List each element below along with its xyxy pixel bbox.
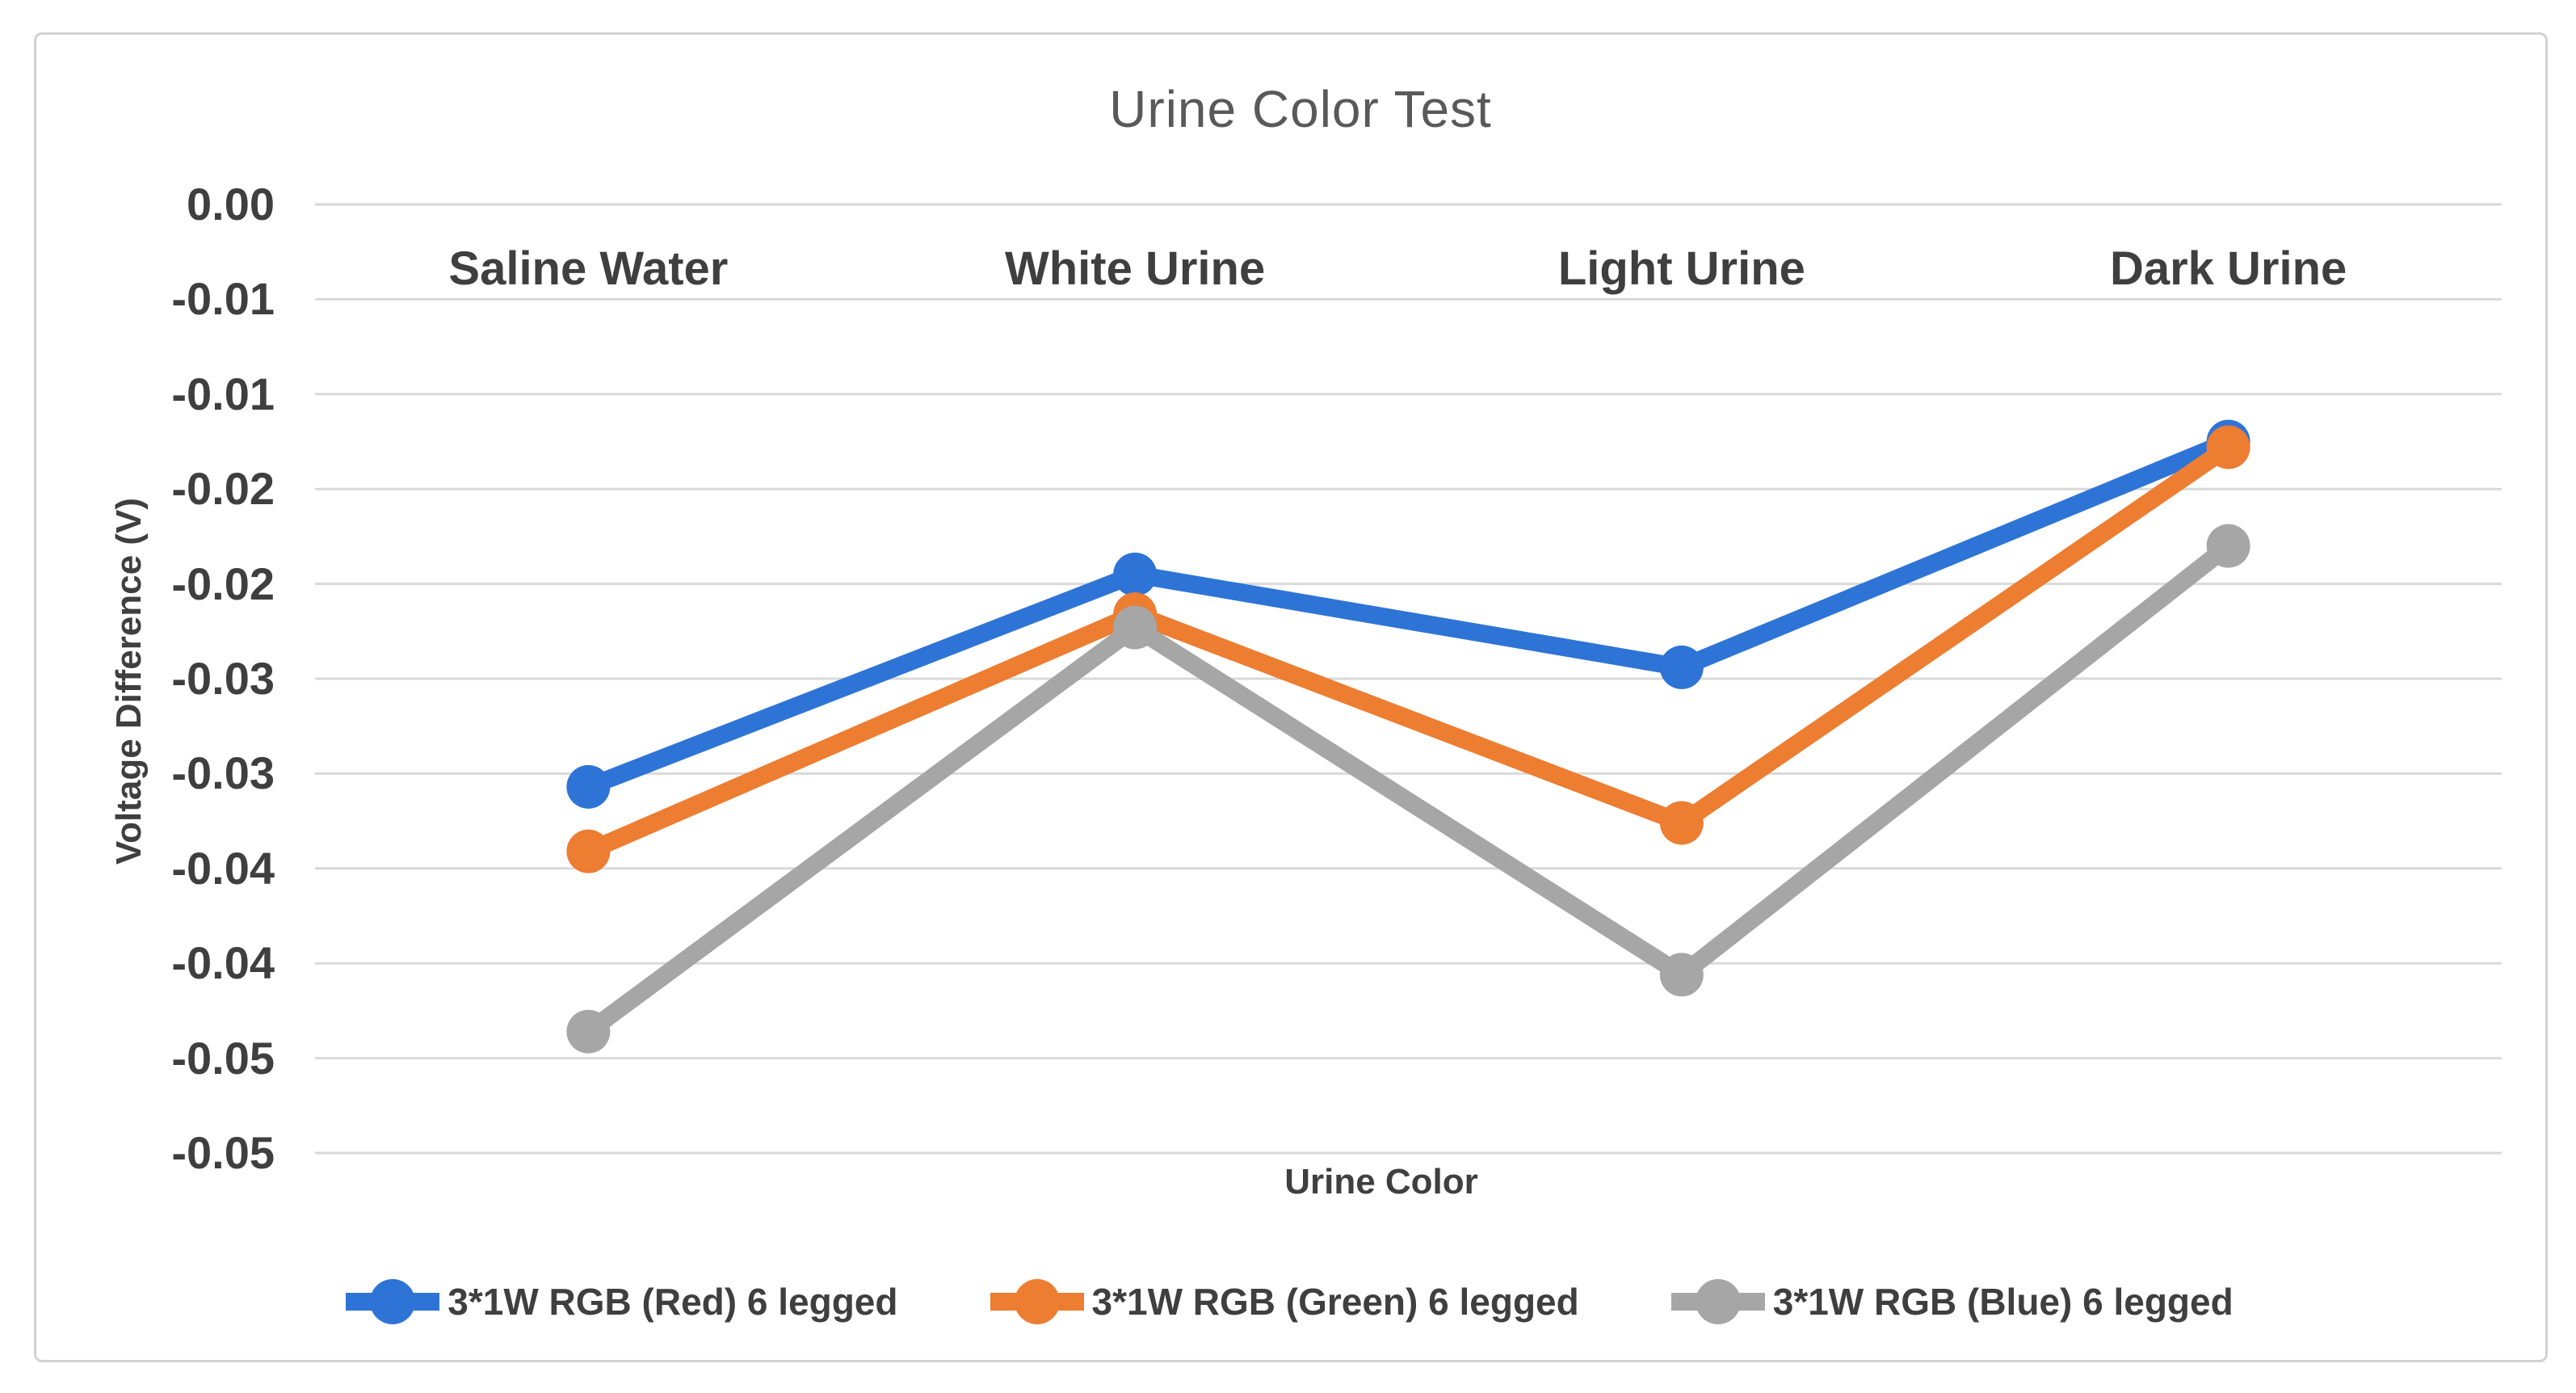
- legend-label-red: 3*1W RGB (Red) 6 legged: [448, 1281, 898, 1323]
- data-point-red-1: [1113, 552, 1158, 596]
- data-point-blue-0: [566, 1009, 611, 1054]
- y-tick-label-4: -0.02: [171, 558, 275, 609]
- series-line-red: [579, 432, 2238, 796]
- legend-label-green: 3*1W RGB (Green) 6 legged: [1091, 1281, 1579, 1323]
- category-label-3: Dark Urine: [2109, 242, 2347, 295]
- chart-legend: 3*1W RGB (Red) 6 legged 3*1W RGB (Green) …: [0, 1275, 2576, 1328]
- legend-marker-red-icon: [346, 1279, 440, 1324]
- data-point-red-2: [1659, 645, 1704, 689]
- y-tick-label-6: -0.03: [171, 747, 275, 799]
- series-line-blue: [579, 537, 2238, 1041]
- y-tick-label-3: -0.02: [171, 463, 275, 515]
- data-point-blue-3: [2206, 524, 2250, 568]
- legend-item-blue: 3*1W RGB (Blue) 6 legged: [1668, 1275, 2234, 1328]
- y-tick-label-5: -0.03: [171, 653, 275, 704]
- chart-border: [34, 32, 2548, 1362]
- legend-marker-blue-icon: [1670, 1279, 1765, 1324]
- data-point-red-0: [566, 764, 611, 809]
- y-tick-label-0: 0.00: [187, 179, 275, 229]
- legend-marker-green-icon: [990, 1279, 1084, 1324]
- y-tick-label-10: -0.05: [171, 1127, 275, 1178]
- y-tick-label-7: -0.04: [171, 842, 275, 894]
- category-label-0: Saline Water: [448, 242, 729, 295]
- x-axis-title: Urine Color: [1284, 1162, 1478, 1202]
- y-tick-label-9: -0.05: [171, 1032, 275, 1084]
- category-label-1: White Urine: [1005, 242, 1266, 295]
- y-tick-label-2: -0.01: [171, 368, 275, 419]
- y-tick-label-8: -0.04: [171, 937, 275, 989]
- y-axis-title: Voltage Difference (V): [109, 498, 149, 865]
- data-point-green-0: [566, 829, 611, 873]
- chart-title: Urine Color Test: [1109, 80, 1492, 138]
- data-point-green-3: [2206, 425, 2250, 469]
- y-tick-label-1: -0.01: [171, 273, 275, 325]
- legend-item-red: 3*1W RGB (Red) 6 legged: [342, 1275, 898, 1328]
- series-line-green: [579, 438, 2238, 861]
- category-label-2: Light Urine: [1557, 242, 1805, 295]
- legend-item-green: 3*1W RGB (Green) 6 legged: [987, 1275, 1579, 1328]
- data-point-green-2: [1659, 801, 1704, 845]
- data-point-blue-1: [1113, 605, 1158, 650]
- data-point-blue-2: [1659, 953, 1704, 997]
- legend-label-blue: 3*1W RGB (Blue) 6 legged: [1772, 1281, 2234, 1323]
